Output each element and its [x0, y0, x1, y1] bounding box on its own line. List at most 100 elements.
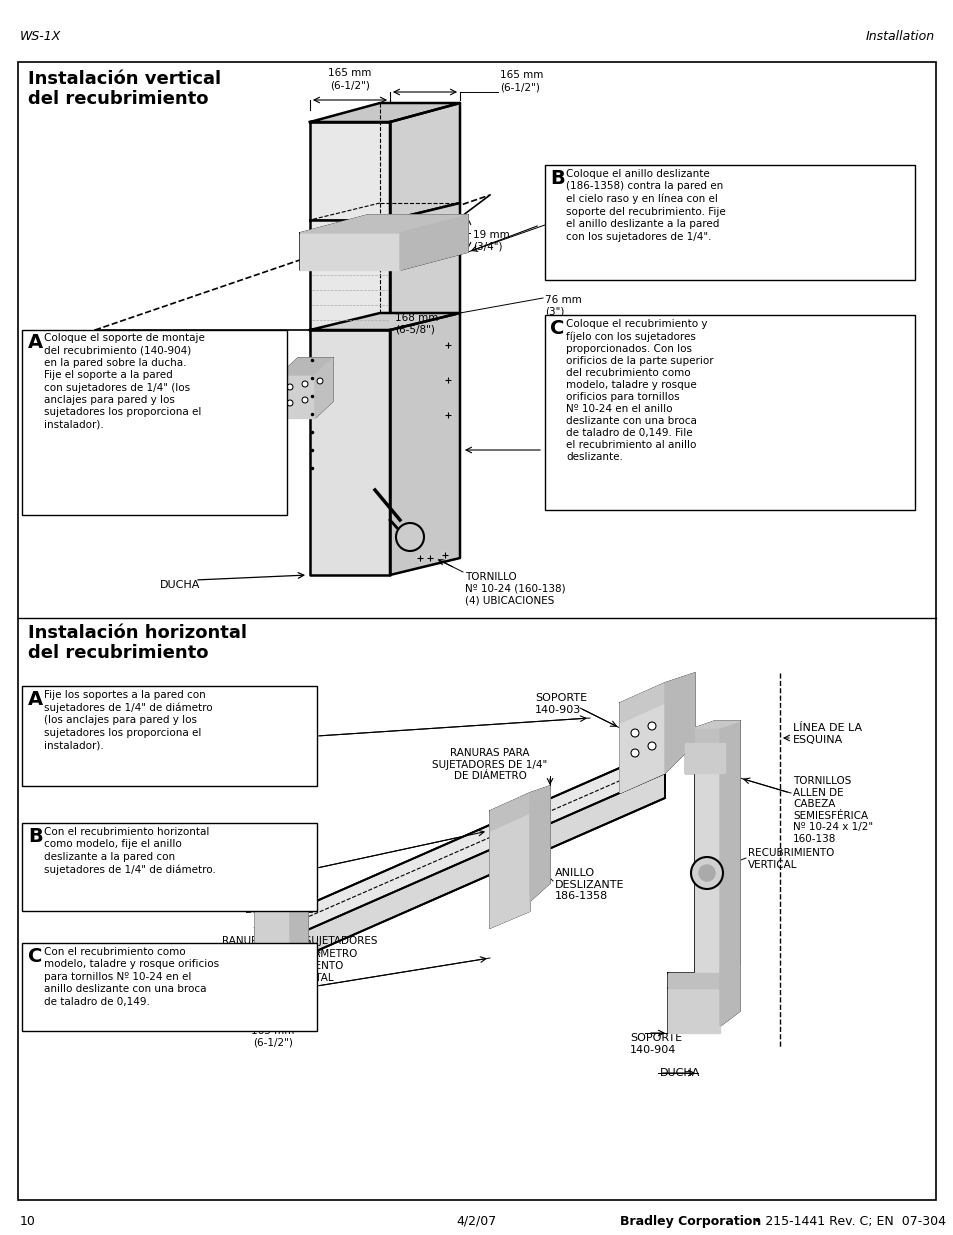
Text: Fije los soportes a la pared con
sujetadores de 1/4" de diámetro
(los anclajes p: Fije los soportes a la pared con sujetad… [44, 690, 213, 750]
Text: TORNILLOS
ALLEN DE
CABEZA
SEMIESFÉRICA
Nº 10-24 x 1/2"
160-138: TORNILLOS ALLEN DE CABEZA SEMIESFÉRICA N… [792, 776, 872, 844]
Polygon shape [667, 988, 720, 1032]
Text: DUCHA: DUCHA [160, 580, 200, 590]
Circle shape [395, 522, 423, 551]
Polygon shape [310, 220, 390, 330]
Circle shape [316, 378, 323, 384]
Text: Con el recubrimiento horizontal
como modelo, fije el anillo
deslizante a la pare: Con el recubrimiento horizontal como mod… [44, 827, 215, 874]
Polygon shape [490, 813, 530, 927]
Text: A: A [28, 333, 43, 352]
Polygon shape [684, 743, 724, 773]
Circle shape [440, 551, 449, 559]
Polygon shape [299, 233, 399, 270]
Text: SOPORTE
140-904: SOPORTE 140-904 [629, 1032, 681, 1055]
Text: SOPORTE
140-903: SOPORTE 140-903 [535, 693, 586, 715]
Polygon shape [310, 330, 390, 576]
Text: Coloque el anillo deslizante
(186-1358) contra la pared en
el cielo raso y en lí: Coloque el anillo deslizante (186-1358) … [565, 169, 725, 242]
Text: RECUBRIMIENTO
VERTICAL: RECUBRIMIENTO VERTICAL [747, 848, 834, 869]
Text: TORNILLO
Nº 10-24 (160-138)
(4) UBICACIONES: TORNILLO Nº 10-24 (160-138) (4) UBICACIO… [464, 572, 565, 605]
Polygon shape [254, 748, 664, 953]
Text: Coloque el soporte de montaje
del recubrimiento (140-904)
en la pared sobre la d: Coloque el soporte de montaje del recubr… [44, 333, 205, 430]
Circle shape [647, 742, 656, 750]
Polygon shape [667, 973, 720, 988]
Circle shape [690, 857, 722, 889]
Circle shape [416, 555, 423, 562]
Text: B: B [550, 169, 564, 188]
Circle shape [287, 400, 293, 406]
Text: C: C [28, 947, 42, 966]
Text: 19 mm
(3/4"): 19 mm (3/4") [473, 230, 509, 252]
Polygon shape [399, 215, 468, 270]
Text: 165 mm
(6-1/2"): 165 mm (6-1/2") [251, 1026, 294, 1047]
Text: • 215-1441 Rev. C; EN  07-304: • 215-1441 Rev. C; EN 07-304 [749, 1215, 945, 1228]
Polygon shape [254, 873, 290, 911]
Text: C: C [550, 319, 564, 338]
Circle shape [443, 375, 452, 384]
Text: RANURAS PARA SUJETADORES
DE 1/4" DE DIÁMETRO: RANURAS PARA SUJETADORES DE 1/4" DE DIÁM… [222, 936, 377, 958]
Circle shape [302, 382, 308, 387]
Circle shape [287, 384, 293, 390]
Polygon shape [720, 721, 740, 981]
Polygon shape [254, 897, 290, 1008]
Text: 168 mm
(6-5/8"): 168 mm (6-5/8") [395, 312, 438, 335]
Text: WS-1X: WS-1X [20, 30, 61, 43]
Polygon shape [290, 866, 308, 978]
Text: LÍNEA DEL CIELO RASO: LÍNEA DEL CIELO RASO [132, 358, 249, 404]
Circle shape [443, 411, 452, 419]
Text: 4/2/07: 4/2/07 [456, 1215, 497, 1228]
Polygon shape [280, 358, 333, 375]
Circle shape [630, 729, 639, 737]
Polygon shape [695, 743, 720, 988]
Polygon shape [664, 673, 695, 773]
Polygon shape [310, 312, 459, 330]
Text: 165 mm
(6-1/2"): 165 mm (6-1/2") [328, 68, 372, 90]
Bar [22, 685, 316, 785]
Polygon shape [695, 727, 720, 743]
Text: 76 mm
(3"): 76 mm (3") [544, 295, 581, 316]
Text: ANILLO
DESLIZANTE
186-1358: ANILLO DESLIZANTE 186-1358 [555, 868, 624, 902]
Polygon shape [310, 122, 390, 220]
Text: LÍNEA DE LA
ESQUINA: LÍNEA DE LA ESQUINA [792, 722, 862, 745]
Text: 10: 10 [20, 1215, 36, 1228]
Polygon shape [695, 721, 740, 727]
Polygon shape [619, 683, 664, 722]
Circle shape [443, 341, 452, 350]
Polygon shape [720, 966, 740, 1026]
Text: A: A [28, 690, 43, 709]
Text: Bradley Corporation: Bradley Corporation [619, 1215, 760, 1228]
Text: Instalación horizontal
del recubrimiento: Instalación horizontal del recubrimiento [28, 624, 247, 662]
Text: ANILLO
DESLIZANTE
144-064: ANILLO DESLIZANTE 144-064 [245, 893, 314, 926]
Polygon shape [619, 703, 664, 793]
Circle shape [630, 748, 639, 757]
Circle shape [699, 864, 714, 881]
Polygon shape [530, 785, 550, 902]
Bar [22, 823, 316, 911]
Text: 165 mm
(6-1/2"): 165 mm (6-1/2") [499, 70, 543, 91]
Text: DUCHA: DUCHA [659, 1068, 700, 1078]
Polygon shape [314, 358, 333, 417]
Text: B: B [28, 827, 43, 846]
Circle shape [426, 555, 434, 562]
Text: RECUBRIMIENTO
HORIZONTAL: RECUBRIMIENTO HORIZONTAL [256, 961, 343, 983]
Bar [22, 944, 316, 1031]
Text: Con el recubrimiento como
modelo, taladre y rosque orificios
para tornillos Nº 1: Con el recubrimiento como modelo, taladr… [44, 947, 219, 1007]
Polygon shape [390, 312, 459, 576]
Text: 102 mm
(4"): 102 mm (4") [226, 388, 270, 410]
Text: RANURAS PARA
SUJETADORES DE 1/4"
DE DIÁMETRO: RANURAS PARA SUJETADORES DE 1/4" DE DIÁM… [432, 748, 547, 782]
Polygon shape [310, 103, 459, 122]
Polygon shape [390, 103, 459, 220]
Bar [544, 315, 914, 510]
Polygon shape [299, 215, 468, 233]
Circle shape [647, 722, 656, 730]
Polygon shape [254, 773, 664, 978]
Polygon shape [490, 793, 530, 831]
Text: Installation: Installation [865, 30, 934, 43]
Bar [22, 330, 287, 515]
Polygon shape [280, 375, 314, 417]
Circle shape [302, 396, 308, 403]
Polygon shape [390, 203, 459, 330]
Text: Coloque el recubrimiento y
fíjelo con los sujetadores
proporcionados. Con los
or: Coloque el recubrimiento y fíjelo con lo… [565, 319, 713, 462]
Text: Instalación vertical
del recubrimiento: Instalación vertical del recubrimiento [28, 70, 221, 109]
Bar [544, 165, 914, 280]
